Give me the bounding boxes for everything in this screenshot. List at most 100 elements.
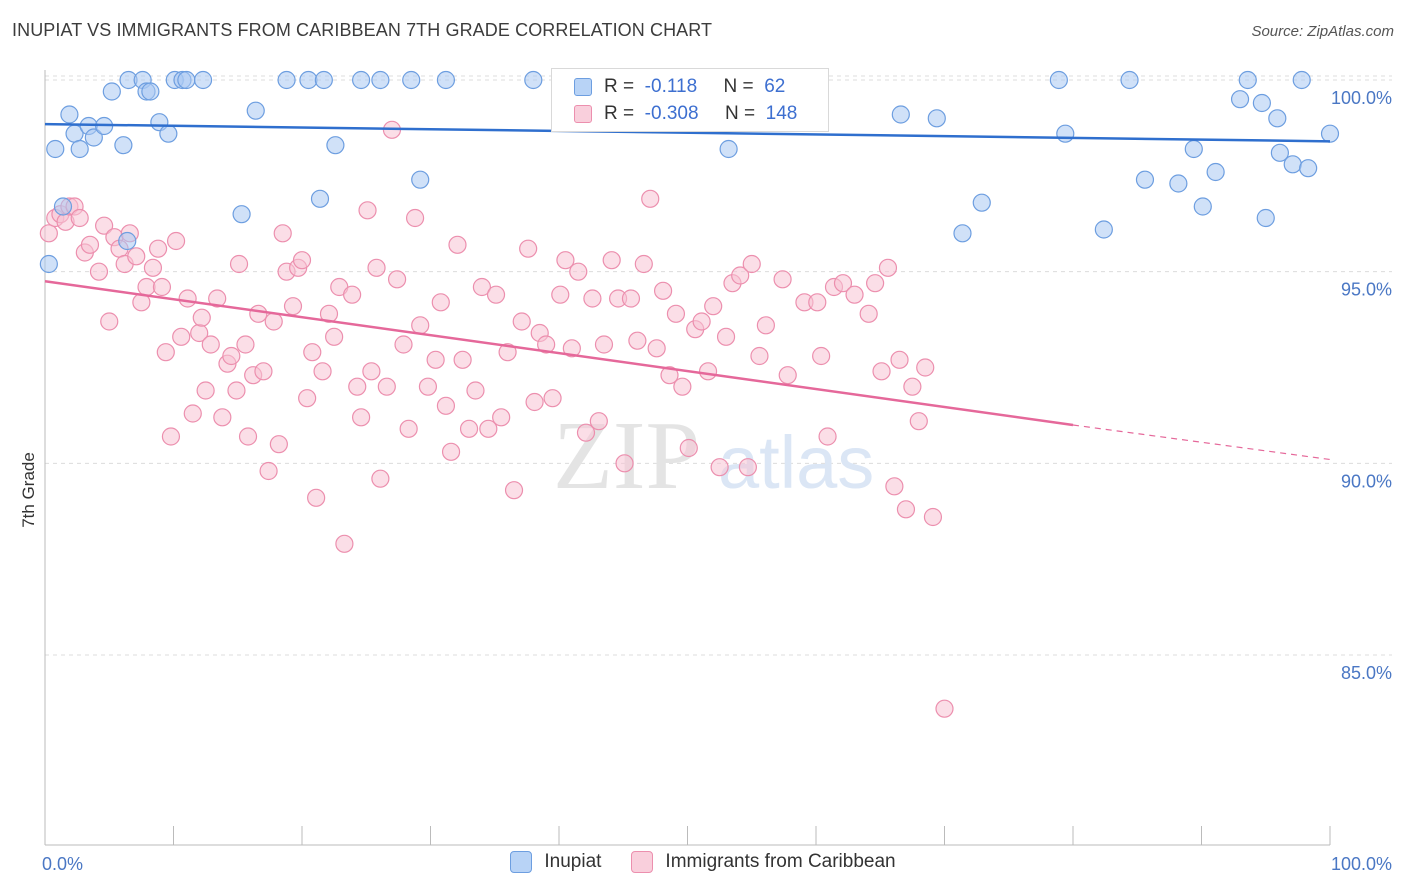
inupiat-point <box>299 70 318 90</box>
inupiat-point <box>314 70 333 90</box>
caribbean-point <box>833 274 853 293</box>
caribbean-point <box>866 274 885 293</box>
caribbean-point <box>431 293 450 312</box>
inupiat-point <box>70 139 89 159</box>
inupiat-point <box>1252 93 1271 113</box>
caribbean-point <box>492 408 511 427</box>
inupiat-point <box>118 231 137 251</box>
caribbean-point <box>778 366 797 385</box>
caribbean-point <box>845 285 864 304</box>
legend-n-label: N = <box>724 103 756 124</box>
caribbean-point <box>698 362 718 381</box>
caribbean-point <box>325 327 344 346</box>
caribbean-point <box>673 377 692 396</box>
inupiat-point <box>1184 139 1203 159</box>
caribbean-point <box>307 488 326 507</box>
inupiat-point <box>1230 90 1250 109</box>
legend-n-value: 62 <box>764 76 786 97</box>
caribbean-point <box>556 251 575 270</box>
legend-row-caribbean: R = -0.308 N = 148 <box>574 100 797 128</box>
caribbean-point <box>80 235 100 254</box>
inupiat-point <box>524 70 543 90</box>
caribbean-point <box>362 362 381 381</box>
inupiat-point <box>402 70 421 90</box>
caribbean-point <box>352 408 371 427</box>
caribbean-swatch <box>631 851 654 873</box>
caribbean-point <box>903 377 922 396</box>
inupiat-point <box>1256 208 1275 228</box>
caribbean-point <box>227 381 246 400</box>
caribbean-point <box>348 377 367 396</box>
caribbean-point <box>166 231 186 251</box>
caribbean-point <box>229 254 249 274</box>
inupiat-point <box>719 139 738 159</box>
inupiat-point <box>1270 143 1289 162</box>
caribbean-point <box>576 423 596 442</box>
caribbean-point <box>525 392 544 412</box>
caribbean-point <box>426 350 445 369</box>
caribbean-point <box>479 419 498 438</box>
caribbean-point <box>543 389 562 408</box>
source-credit: Source: ZipAtlas.com <box>1251 23 1394 40</box>
caribbean-point <box>172 327 191 346</box>
caribbean-point <box>100 312 119 331</box>
caribbean-point <box>935 699 954 718</box>
caribbean-point <box>628 331 647 350</box>
caribbean-point <box>387 270 407 289</box>
caribbean-point <box>679 438 698 458</box>
caribbean-point <box>750 346 769 366</box>
caribbean-point <box>551 285 570 304</box>
inupiat-point <box>436 70 456 90</box>
x-tick-label: 0.0% <box>42 854 83 874</box>
inupiat-point <box>1056 124 1075 143</box>
caribbean-point <box>418 377 438 396</box>
inupiat-point <box>891 105 910 124</box>
caribbean-point <box>716 327 736 346</box>
caribbean-point <box>201 335 220 354</box>
legend-r-value: -0.118 <box>644 76 698 97</box>
inupiat-point <box>1299 159 1318 178</box>
inupiat-point <box>177 70 196 90</box>
inupiat-point <box>277 70 296 90</box>
inupiat-point <box>1238 70 1257 90</box>
caribbean-point <box>537 335 556 354</box>
caribbean-point <box>358 201 377 220</box>
caribbean-point <box>773 270 792 289</box>
y-axis-label: 7th Grade <box>19 452 38 528</box>
inupiat-point <box>46 139 65 159</box>
caribbean-point <box>394 335 413 354</box>
caribbean-point <box>89 262 109 281</box>
caribbean-point <box>367 258 386 277</box>
legend-r-value: -0.308 <box>644 103 699 124</box>
caribbean-point <box>405 208 425 228</box>
caribbean-point <box>222 346 241 366</box>
caribbean-point <box>143 258 163 277</box>
trend-lines <box>44 122 1331 461</box>
legend-item-caribbean[interactable]: Immigrants from Caribbean <box>631 851 896 873</box>
caribbean-point <box>512 312 531 331</box>
caribbean-point <box>448 235 467 254</box>
caribbean-point <box>878 258 898 277</box>
caribbean-point <box>731 266 750 285</box>
legend-item-inupiat[interactable]: Inupiat <box>510 851 601 873</box>
caribbean-point <box>872 362 891 381</box>
caribbean-point <box>269 435 288 454</box>
inupiat-point <box>159 124 178 143</box>
caribbean-point <box>192 308 211 327</box>
inupiat-swatch <box>574 78 592 96</box>
caribbean-point <box>562 339 581 358</box>
legend-n-label: N = <box>723 76 754 97</box>
caribbean-point <box>498 343 517 362</box>
inupiat-point <box>102 82 121 101</box>
inupiat-point <box>972 193 991 212</box>
inupiat-point <box>141 82 160 101</box>
chart-title: INUPIAT VS IMMIGRANTS FROM CARIBBEAN 7TH… <box>12 20 713 40</box>
caribbean-point <box>178 289 197 308</box>
caribbean-point <box>486 285 506 304</box>
caribbean-point <box>653 281 673 300</box>
caribbean-point <box>660 366 679 385</box>
caribbean-point <box>621 289 641 308</box>
inupiat-point <box>1206 162 1225 182</box>
caribbean-point <box>504 481 524 500</box>
inupiat-swatch <box>510 851 533 873</box>
